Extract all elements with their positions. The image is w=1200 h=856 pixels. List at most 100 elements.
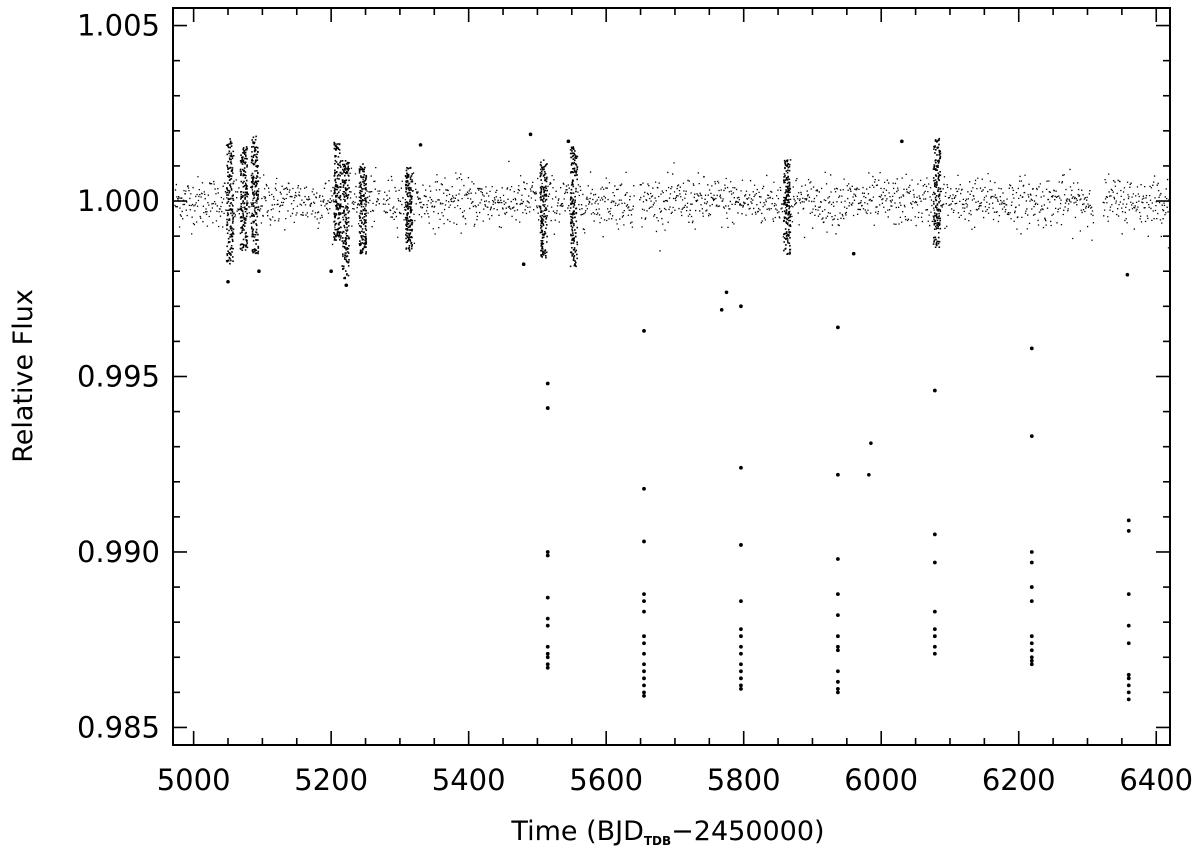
transit-point bbox=[642, 539, 646, 544]
transit-point bbox=[932, 634, 937, 639]
transit-point bbox=[545, 406, 550, 410]
transit-point bbox=[642, 676, 646, 681]
transit-point bbox=[1126, 592, 1131, 596]
baseline-flux-band bbox=[174, 160, 1170, 252]
transit-point bbox=[1029, 346, 1034, 351]
outlier-point bbox=[867, 472, 871, 477]
transit-point bbox=[545, 553, 550, 558]
transit-point bbox=[835, 325, 840, 330]
transit-point bbox=[739, 686, 743, 691]
y-axis-title: Relative Flux bbox=[8, 289, 39, 463]
outlier-point bbox=[1125, 272, 1130, 277]
outlier-point bbox=[528, 132, 533, 137]
transit-point bbox=[1029, 648, 1034, 653]
y-tick-label: 0.990 bbox=[77, 535, 160, 569]
x-tick-label: 6000 bbox=[844, 763, 918, 797]
x-axis-title: Time (BJDTDB−2450000) bbox=[510, 816, 824, 848]
transit-point bbox=[545, 665, 550, 670]
x-tick-label: 5000 bbox=[157, 763, 231, 797]
transit-point bbox=[835, 669, 840, 674]
x-tick-label: 5800 bbox=[707, 763, 781, 797]
transit-point bbox=[1029, 641, 1034, 646]
y-tick-label: 0.995 bbox=[77, 360, 160, 394]
x-tick-label: 5400 bbox=[432, 763, 506, 797]
x-tick-label: 5600 bbox=[569, 763, 643, 797]
transit-point bbox=[1029, 634, 1034, 639]
transit-point bbox=[642, 634, 646, 639]
baseline-spike bbox=[539, 159, 548, 259]
transit-point bbox=[1029, 658, 1034, 663]
transit-point bbox=[1029, 434, 1034, 439]
outlier-point bbox=[900, 139, 904, 144]
transit-point bbox=[1126, 697, 1131, 702]
transit-point bbox=[642, 651, 646, 656]
transit-point bbox=[932, 560, 937, 565]
transit-point bbox=[642, 599, 646, 604]
transit-point bbox=[1126, 690, 1131, 695]
transit-point bbox=[835, 648, 840, 653]
transit-point bbox=[835, 472, 840, 477]
transit-point bbox=[739, 669, 743, 674]
transit-point bbox=[835, 686, 840, 691]
transit-point bbox=[932, 388, 937, 393]
transit-point bbox=[642, 662, 646, 667]
transit-point bbox=[739, 627, 743, 632]
baseline-spike bbox=[932, 137, 942, 249]
transit-point bbox=[932, 532, 937, 537]
outlier-point bbox=[719, 308, 724, 312]
y-tick-label: 0.985 bbox=[77, 710, 160, 744]
transit-point bbox=[739, 644, 743, 649]
transit-point bbox=[835, 557, 840, 561]
baseline-spike bbox=[341, 159, 350, 280]
baseline-spike bbox=[569, 146, 579, 268]
plot-frame bbox=[172, 7, 1171, 746]
transit-point bbox=[545, 381, 550, 386]
transit-point bbox=[545, 655, 550, 660]
baseline-spike bbox=[239, 146, 249, 252]
baseline-spike bbox=[250, 135, 260, 255]
transit-point bbox=[545, 644, 550, 649]
y-tick-label: 1.005 bbox=[77, 9, 160, 43]
transit-point bbox=[932, 644, 937, 649]
transit-point bbox=[739, 304, 743, 309]
transit-point bbox=[642, 486, 646, 491]
transit-point bbox=[642, 328, 646, 333]
outlier-point bbox=[521, 262, 526, 266]
transit-point bbox=[739, 543, 743, 547]
outlier-point bbox=[724, 290, 729, 295]
transit-point bbox=[835, 634, 840, 639]
baseline-spike bbox=[358, 163, 368, 255]
transit-point bbox=[1126, 672, 1131, 677]
y-tick-label: 1.000 bbox=[77, 184, 160, 218]
transit-point bbox=[1029, 585, 1034, 589]
transit-point bbox=[932, 609, 937, 614]
transit-point bbox=[642, 592, 646, 596]
transit-point bbox=[1126, 623, 1131, 628]
transit-point bbox=[739, 465, 743, 470]
baseline-spike bbox=[333, 141, 342, 241]
axis-ticks bbox=[173, 8, 1170, 745]
outlier-point bbox=[869, 441, 873, 445]
outlier-point bbox=[566, 139, 571, 144]
transit-point bbox=[642, 690, 646, 695]
x-tick-labels: 5000 5200 5400 5600 5800 6000 6200 6400 bbox=[157, 763, 1193, 797]
transit-point bbox=[835, 690, 840, 695]
transit-point bbox=[739, 634, 743, 639]
transit-point bbox=[545, 616, 550, 621]
data-points bbox=[174, 132, 1170, 702]
transit-point bbox=[642, 641, 646, 646]
x-tick-label: 5200 bbox=[294, 763, 368, 797]
baseline-spike bbox=[404, 166, 414, 252]
x-tick-label: 6200 bbox=[982, 763, 1056, 797]
outlier-point bbox=[257, 269, 261, 274]
transit-point bbox=[739, 662, 743, 667]
y-tick-labels: 0.985 0.990 0.995 1.000 1.005 bbox=[77, 9, 160, 745]
transit-point bbox=[545, 662, 550, 667]
transit-point bbox=[739, 683, 743, 688]
transit-point bbox=[1126, 529, 1131, 533]
baseline-dots bbox=[174, 160, 1170, 252]
transit-point bbox=[1126, 676, 1131, 681]
transit-point bbox=[739, 651, 743, 656]
transit-point bbox=[642, 669, 646, 674]
